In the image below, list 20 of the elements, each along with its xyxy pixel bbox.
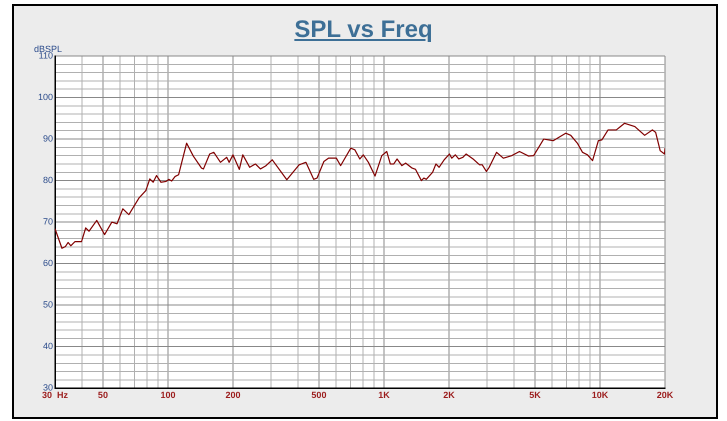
x-tick-label: 100 bbox=[160, 390, 176, 400]
x-tick-label: 2K bbox=[443, 390, 456, 400]
x-tick-label: 20K bbox=[656, 390, 674, 400]
chart-title: SPL vs Freq bbox=[293, 16, 434, 44]
y-tick-label: 30 bbox=[43, 382, 54, 393]
y-tick-label: 40 bbox=[43, 341, 54, 352]
y-tick-label: 50 bbox=[43, 300, 54, 310]
y-tick-label: 80 bbox=[43, 175, 54, 186]
y-tick-label: 90 bbox=[43, 134, 54, 144]
x-tick-label: 200 bbox=[225, 390, 240, 400]
x-tick-label: 30 Hz bbox=[42, 390, 69, 400]
x-tick-label: 5K bbox=[529, 390, 542, 400]
y-tick-label: 70 bbox=[43, 216, 54, 227]
y-tick-label: 100 bbox=[38, 92, 54, 102]
x-tick-label: 1K bbox=[378, 390, 390, 400]
y-tick-label: 60 bbox=[43, 258, 54, 268]
y-axis-title: dBSPL bbox=[34, 44, 62, 54]
x-tick-label: 50 bbox=[98, 390, 108, 400]
x-tick-label: 10K bbox=[592, 390, 609, 400]
x-tick-label: 500 bbox=[311, 390, 326, 400]
